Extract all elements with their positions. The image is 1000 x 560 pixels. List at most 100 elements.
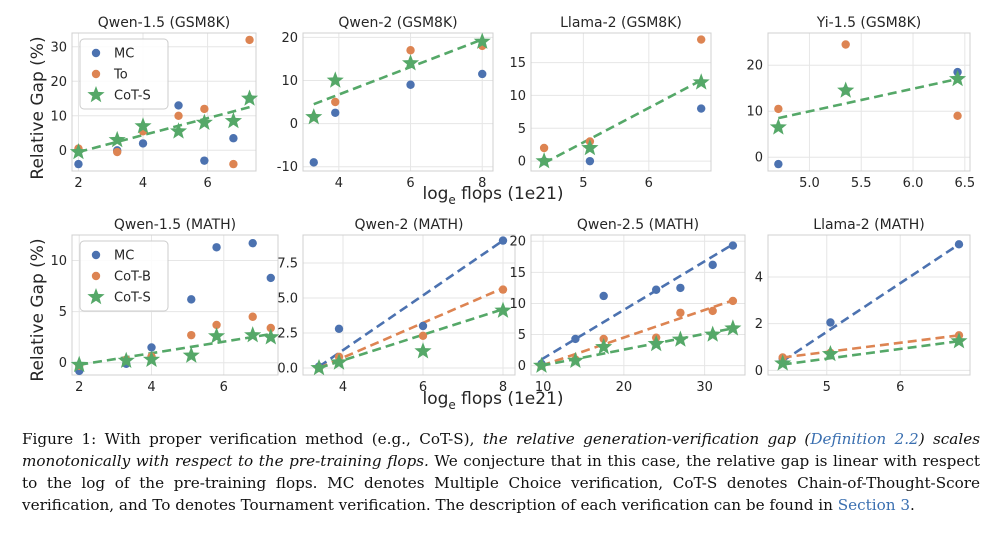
point-to	[174, 111, 183, 121]
point-mc	[599, 291, 608, 301]
point-mc	[309, 158, 318, 167]
panel-llama-2-math: Llama-2 (MATH) 5 6 0 2 4	[755, 217, 971, 395]
point-cot-s	[326, 71, 344, 88]
point-cot-b	[728, 296, 738, 306]
x-tick-label: 6.0	[903, 176, 924, 191]
figure-panels: Relative Gap (%) Relative Gap (%) loge f…	[28, 15, 975, 412]
x-tick-label: 2	[75, 380, 83, 395]
point-cot-b	[498, 285, 508, 294]
plot-frame	[767, 32, 971, 172]
point-mc	[676, 283, 685, 293]
plot-frame	[767, 234, 971, 376]
point-cot-s	[182, 346, 200, 363]
x-tick-label: 20	[616, 380, 633, 395]
y-tick-label: 5.0	[277, 292, 298, 307]
y-tick-label: 15	[509, 56, 526, 71]
point-cot-b	[266, 323, 275, 333]
figure-caption: Figure 1: With proper verification metho…	[22, 428, 980, 516]
x-tick-label: 4	[147, 380, 155, 395]
panel-title: Llama-2 (GSM8K)	[560, 15, 682, 31]
y-tick-label: 20	[50, 75, 67, 90]
caption-body: We conjecture that in this case, the rel…	[22, 452, 980, 514]
y-tick-label: 0	[755, 151, 763, 166]
fit-line-mc	[540, 243, 734, 361]
point-to	[229, 159, 238, 169]
fit-line-cot-s	[543, 79, 702, 165]
plot-frame	[530, 234, 746, 376]
y-tick-label: 0	[290, 117, 298, 132]
y-tick-label: 20	[509, 235, 526, 250]
point-cot-s	[414, 342, 432, 359]
point-to	[112, 147, 122, 157]
point-mc	[187, 295, 196, 304]
legend-label-cot-b: CoT-B	[114, 270, 151, 285]
fit-line-mc	[318, 239, 504, 368]
y-tick-label: 10	[281, 74, 298, 89]
point-mc	[200, 156, 209, 165]
point-mc	[774, 159, 783, 169]
point-mc	[826, 318, 835, 327]
y-tick-label: 0	[59, 144, 67, 159]
point-cot-b	[418, 331, 428, 340]
point-cot-s	[532, 356, 551, 373]
point-cot-b	[187, 330, 196, 340]
panel-qwen-1-5-math: Qwen-1.5 (MATH) 2 4 6 0 5 10 MC CoT-B CoT-S	[50, 217, 280, 395]
fit-line-cot-b	[318, 287, 504, 370]
legend-label-cot-s: CoT-S	[114, 291, 151, 306]
legend-marker-cot-s	[87, 86, 105, 103]
y-tick-label: 10	[50, 109, 67, 124]
x-tick-label: 6	[896, 380, 904, 395]
point-to	[406, 46, 415, 55]
y-tick-label: 20	[281, 31, 298, 46]
x-tick-label: 5.5	[851, 176, 872, 191]
y-tick-label: 0.0	[277, 362, 298, 377]
point-cot-s	[647, 334, 665, 352]
plot-frame	[71, 32, 257, 172]
legend-label-mc: MC	[114, 249, 134, 264]
x-tick-label: 6	[406, 176, 414, 191]
section-link[interactable]: Section 3	[837, 496, 911, 514]
point-to	[331, 97, 340, 107]
y-tick-label: 0	[59, 356, 67, 371]
fit-line-cot-s	[313, 38, 483, 106]
y-tick-label: -10	[277, 160, 298, 175]
point-cot-s	[837, 81, 855, 98]
caption-lead: Figure 1: With proper verification metho…	[22, 430, 483, 448]
fit-line-cot-s	[782, 339, 960, 366]
point-cot-s	[494, 301, 512, 318]
x-tick-label: 5.0	[799, 176, 820, 191]
point-cot-s	[310, 359, 328, 376]
y-tick-label: 30	[50, 40, 67, 55]
y-axis-label-top: Relative Gap (%)	[28, 36, 48, 179]
point-mc	[954, 240, 964, 249]
panel-qwen-1-5-gsm8k: Qwen-1.5 (GSM8K) 2 4 6 0 10 20 30 MC To CoT-S	[50, 15, 259, 191]
point-mc	[406, 80, 415, 89]
legend-marker-cot-b	[91, 271, 101, 281]
point-cot-s	[262, 328, 280, 345]
legend-label-mc: MC	[114, 47, 134, 62]
x-tick-label: 30	[696, 380, 713, 395]
y-tick-label: 10	[50, 254, 67, 269]
point-cot-s	[402, 54, 420, 71]
point-mc	[498, 236, 508, 245]
panel-title: Yi-1.5 (GSM8K)	[816, 15, 922, 31]
point-mc	[212, 243, 221, 252]
point-cot-s	[305, 108, 323, 125]
point-cot-s	[774, 354, 792, 371]
point-cot-s	[821, 345, 839, 362]
x-tick-label: 8	[478, 176, 486, 191]
point-mc	[571, 334, 580, 344]
definition-link[interactable]: Definition 2.2	[810, 430, 919, 448]
x-tick-label: 4	[339, 380, 347, 395]
point-mc	[585, 156, 595, 166]
point-cot-s	[224, 112, 242, 129]
x-tick-label: 8	[499, 380, 507, 395]
y-tick-label: 20	[746, 59, 763, 74]
x-tick-label: 6	[220, 380, 228, 395]
point-cot-s	[241, 89, 259, 106]
y-tick-label: 5	[59, 305, 67, 320]
legend-label-cot-s: CoT-S	[114, 89, 151, 104]
point-mc	[229, 134, 238, 143]
point-cot-s	[949, 70, 967, 87]
fit-line-mc	[781, 243, 960, 363]
